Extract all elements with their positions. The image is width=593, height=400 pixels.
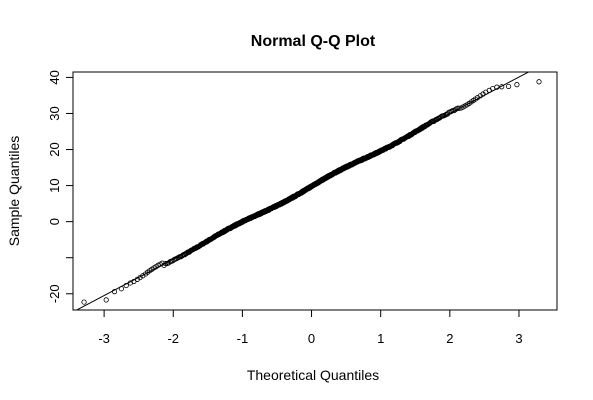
x-axis-title: Theoretical Quantiles	[247, 367, 379, 383]
x-tick-label: 0	[308, 331, 315, 346]
data-point	[81, 299, 87, 305]
data-point	[536, 79, 542, 85]
data-point	[103, 297, 109, 303]
data-point	[159, 260, 165, 266]
data-point	[111, 289, 118, 295]
data-point	[454, 105, 460, 111]
data-point	[505, 83, 512, 90]
y-axis-title: Sample Quantiles	[6, 136, 22, 247]
x-tick-label: 3	[515, 331, 522, 346]
x-tick-label: -2	[167, 331, 179, 346]
y-tick-label: 40	[47, 70, 62, 84]
data-point	[176, 254, 182, 260]
data-point	[494, 84, 500, 90]
y-tick-label: -20	[47, 284, 62, 303]
x-tick-label: -1	[237, 331, 249, 346]
y-tick-label: 10	[47, 178, 62, 192]
points-layer	[81, 79, 542, 305]
data-point	[118, 286, 125, 292]
y-tick-label: 0	[47, 218, 62, 225]
x-tick-label: 1	[377, 331, 384, 346]
data-point	[514, 82, 520, 88]
y-tick-label: 20	[47, 142, 62, 156]
plot-frame	[72, 71, 558, 311]
data-point	[123, 282, 129, 289]
data-point	[490, 85, 496, 92]
data-point	[499, 84, 505, 90]
data-point	[163, 260, 169, 267]
data-point	[166, 260, 172, 266]
x-axis: -3 -2 -1 0 1 2 3	[98, 309, 523, 346]
x-tick-label: -3	[98, 331, 110, 346]
y-tick-label: 30	[47, 106, 62, 120]
y-axis: -20 0 10 20 30 40	[47, 70, 74, 303]
chart-title: Normal Q-Q Plot	[251, 33, 376, 50]
x-tick-label: 2	[446, 331, 453, 346]
